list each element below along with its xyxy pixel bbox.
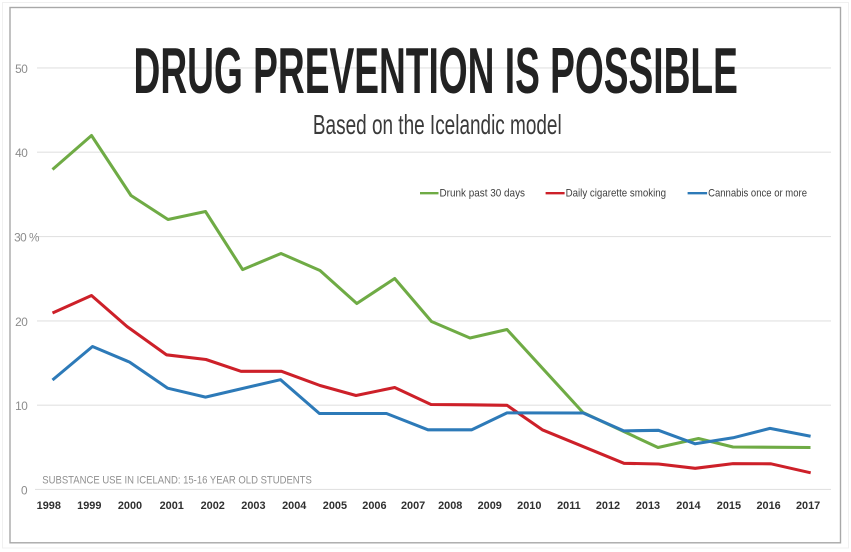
svg-text:30 %: 30 % <box>14 231 40 245</box>
svg-text:2002: 2002 <box>201 500 225 512</box>
svg-text:0: 0 <box>21 483 28 497</box>
svg-text:2015: 2015 <box>717 500 741 512</box>
svg-text:2006: 2006 <box>362 500 386 512</box>
svg-text:2007: 2007 <box>401 500 425 512</box>
svg-text:2016: 2016 <box>756 500 780 512</box>
svg-text:2008: 2008 <box>438 500 462 512</box>
svg-text:10: 10 <box>15 399 28 413</box>
svg-text:20: 20 <box>15 315 28 329</box>
svg-text:1999: 1999 <box>77 500 101 512</box>
svg-text:2009: 2009 <box>478 500 502 512</box>
svg-text:40: 40 <box>15 146 28 160</box>
svg-text:Based on the Icelandic model: Based on the Icelandic model <box>313 111 562 141</box>
svg-text:Cannabis once or more: Cannabis once or more <box>708 188 807 200</box>
svg-text:2014: 2014 <box>676 500 700 512</box>
svg-text:Daily cigarette smoking: Daily cigarette smoking <box>566 188 667 200</box>
svg-text:Drunk past 30 days: Drunk past 30 days <box>440 188 526 200</box>
svg-text:2003: 2003 <box>241 500 265 512</box>
svg-text:2000: 2000 <box>118 500 142 512</box>
svg-text:2005: 2005 <box>323 500 347 512</box>
svg-text:2004: 2004 <box>282 500 306 512</box>
svg-text:2011: 2011 <box>557 500 581 512</box>
svg-text:DRUG PREVENTION IS POSSIBLE: DRUG PREVENTION IS POSSIBLE <box>134 35 738 108</box>
svg-text:SUBSTANCE USE IN ICELAND: 15-1: SUBSTANCE USE IN ICELAND: 15-16 YEAR OLD… <box>42 474 312 486</box>
svg-text:1998: 1998 <box>37 500 61 512</box>
svg-text:2013: 2013 <box>636 500 660 512</box>
svg-text:2010: 2010 <box>517 500 541 512</box>
svg-text:2012: 2012 <box>596 500 620 512</box>
svg-text:50: 50 <box>15 62 28 76</box>
svg-text:2001: 2001 <box>160 500 184 512</box>
svg-text:2017: 2017 <box>796 500 820 512</box>
